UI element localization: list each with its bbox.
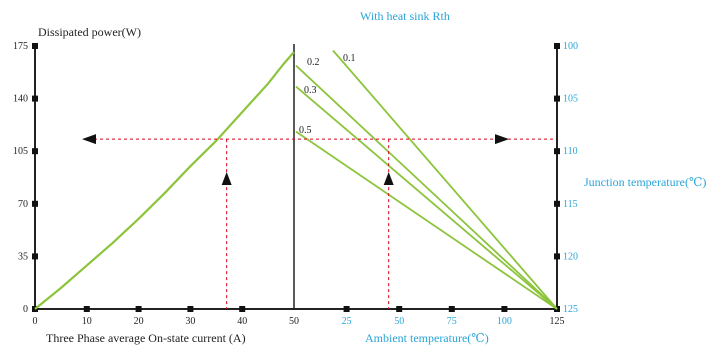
- left-x-axis-title: Three Phase average On-state current (A): [46, 331, 246, 345]
- left-x-tick: [239, 306, 246, 312]
- rth-line: [295, 130, 558, 310]
- rth-line: [295, 85, 558, 310]
- right-x-tick-label: 100: [497, 316, 512, 327]
- left-x-tick-label: 0: [33, 316, 38, 327]
- right-y-tick: [554, 253, 560, 260]
- chart-marks: 0 35 70 105 140 175 0 10 20 30 40 50 25 50 75 100 125 100…: [13, 41, 578, 327]
- left-y-tick: [32, 95, 38, 102]
- left-x-tick-label: 50: [289, 316, 299, 327]
- up-arrow-icon: [383, 172, 394, 185]
- left-x-tick-label: 30: [185, 316, 195, 327]
- right-x-tick-label: 50: [394, 316, 404, 327]
- rth-label: 0.5: [299, 125, 312, 136]
- left-y-tick-label: 140: [13, 94, 28, 105]
- left-y-axis-title: Dissipated power(W): [38, 25, 141, 39]
- right-x-tick: [396, 306, 403, 312]
- right-x-tick-label: 25: [342, 316, 352, 327]
- up-arrow-icon: [221, 172, 232, 185]
- left-x-tick-label: 20: [134, 316, 144, 327]
- right-y-tick: [554, 200, 560, 207]
- rth-label: 0.1: [343, 53, 356, 64]
- right-arrow-icon: [495, 134, 509, 145]
- left-y-tick: [32, 43, 38, 49]
- left-x-tick: [187, 306, 194, 312]
- right-y-tick-label: 125: [563, 304, 578, 315]
- left-arrow-icon: [82, 134, 96, 145]
- right-x-tick: [501, 306, 508, 312]
- left-y-tick-label: 0: [23, 304, 28, 315]
- right-x-axis-title: Ambient temperature(℃): [365, 331, 489, 345]
- right-y-tick: [554, 43, 560, 49]
- rth-label: 0.2: [307, 57, 320, 68]
- right-y-tick-label: 105: [563, 94, 578, 105]
- right-y-axis-title: Junction temperature(℃): [584, 175, 706, 189]
- left-y-tick-label: 175: [13, 41, 28, 52]
- left-y-tick: [32, 253, 38, 260]
- left-y-tick-label: 70: [18, 199, 28, 210]
- right-top-title: With heat sink Rth: [360, 9, 450, 23]
- left-x-tick: [135, 306, 142, 312]
- right-x-tick: [343, 306, 350, 312]
- left-y-tick: [32, 148, 38, 155]
- right-y-tick-label: 115: [563, 199, 578, 210]
- right-x-tick: [448, 306, 455, 312]
- left-y-tick: [32, 200, 38, 207]
- right-y-tick-label: 100: [563, 41, 578, 52]
- rth-line: [295, 64, 558, 310]
- right-y-tick-label: 110: [563, 146, 578, 157]
- left-y-tick-label: 105: [13, 146, 28, 157]
- right-y-tick-label: 120: [563, 251, 578, 262]
- right-x-tick-label: 75: [447, 316, 457, 327]
- power-curve: [34, 51, 295, 310]
- rth-label: 0.3: [304, 85, 317, 96]
- right-y-tick: [554, 95, 560, 102]
- left-x-tick: [83, 306, 90, 312]
- left-x-tick-label: 10: [82, 316, 92, 327]
- left-x-tick-label: 40: [237, 316, 247, 327]
- right-x-tick-label: 125: [550, 316, 565, 327]
- right-y-tick: [554, 148, 560, 155]
- left-y-tick-label: 35: [18, 251, 28, 262]
- rth-line: [332, 49, 558, 310]
